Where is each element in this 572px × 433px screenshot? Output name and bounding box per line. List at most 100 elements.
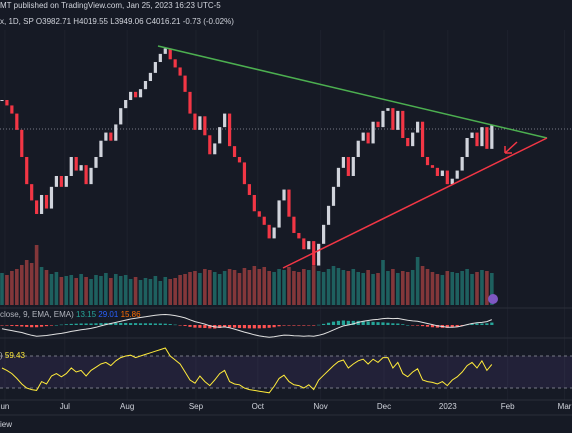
volume-bar <box>460 271 464 305</box>
trend-line <box>282 137 548 269</box>
candle <box>143 81 148 90</box>
alert-icon[interactable] <box>488 294 498 304</box>
open: O3982.71 <box>36 17 72 26</box>
candle <box>480 127 484 147</box>
macd-histogram <box>282 325 286 326</box>
rsi-readout: 59.43 <box>5 351 26 360</box>
volume-bar <box>173 278 177 305</box>
macd-histogram <box>287 325 291 326</box>
x-tick-label: Sep <box>189 402 204 411</box>
volume-bar <box>64 276 69 305</box>
macd-histogram <box>89 323 93 325</box>
candle <box>317 243 321 266</box>
volume-bar <box>29 263 34 305</box>
volume-bar <box>109 278 113 305</box>
candle <box>44 194 49 209</box>
candle <box>302 238 306 250</box>
volume-bar <box>470 274 474 305</box>
macd-histogram <box>445 325 449 328</box>
candle <box>435 167 440 176</box>
volume-bar <box>79 274 83 305</box>
candle <box>242 162 247 185</box>
candle <box>396 110 400 130</box>
candle <box>232 146 237 157</box>
volume-bar <box>391 269 395 305</box>
candle <box>0 100 4 102</box>
candle <box>376 121 380 128</box>
macd-histogram <box>425 325 430 327</box>
macd-histogram <box>312 325 316 326</box>
candle <box>356 140 360 157</box>
volume-bar <box>257 269 262 305</box>
macd-histogram <box>366 321 370 325</box>
x-tick-label: Feb <box>501 402 515 411</box>
candle <box>307 241 311 250</box>
candle <box>366 132 370 144</box>
rsi-label: ) <box>0 351 3 360</box>
candle <box>49 186 54 209</box>
x-tick-label: Jul <box>60 402 70 411</box>
macd-histogram <box>391 323 395 325</box>
volume-bar <box>450 272 455 305</box>
volume-bar <box>361 273 365 305</box>
candle <box>109 132 113 141</box>
candle <box>416 121 420 133</box>
macd-histogram <box>307 325 311 326</box>
candle <box>297 232 301 239</box>
candle <box>227 113 232 147</box>
x-tick-label: Dec <box>377 402 391 411</box>
macd-histogram <box>346 320 350 325</box>
candle <box>287 189 291 217</box>
candle <box>406 138 410 147</box>
candle <box>326 205 331 225</box>
macd-histogram <box>99 323 103 325</box>
volume-bar <box>252 266 257 305</box>
volume-bar <box>227 269 232 305</box>
macd-histogram <box>59 324 63 326</box>
volume-bar <box>89 279 93 305</box>
volume-bar <box>198 273 202 305</box>
volume-pane <box>0 245 494 305</box>
macd-histogram <box>64 324 68 325</box>
candle <box>124 100 128 109</box>
macd-histogram <box>208 325 212 329</box>
candle <box>5 100 9 106</box>
volume-bar <box>415 257 420 305</box>
volume-bar <box>247 270 252 305</box>
volume-bar <box>326 269 331 305</box>
symbol: x, 1D, SP <box>0 17 34 26</box>
volume-bar <box>282 270 286 305</box>
candle <box>173 59 177 68</box>
volume-bar <box>366 270 370 305</box>
candle <box>39 194 44 214</box>
candle <box>99 140 103 157</box>
volume-bar <box>19 265 24 305</box>
macd-histogram <box>411 325 415 326</box>
volume-bar <box>153 276 158 305</box>
volume-bar <box>24 260 29 305</box>
low: L3949.06 <box>110 17 144 26</box>
macd-histogram <box>480 323 484 325</box>
macd-histogram <box>49 325 54 326</box>
volume-bar <box>178 275 182 305</box>
candle <box>74 156 78 171</box>
volume-bar <box>128 279 133 305</box>
volume-bar <box>123 275 128 305</box>
volume-bar <box>356 272 361 305</box>
macd-readout: 29.01 <box>98 310 119 319</box>
footer-text: iew <box>0 420 12 429</box>
macd-readout: 13.15 <box>76 310 97 319</box>
macd-histogram <box>30 325 34 328</box>
volume-bar <box>242 268 247 305</box>
candle <box>430 165 435 168</box>
candle <box>475 132 479 147</box>
candle <box>361 132 365 141</box>
macd-histogram <box>322 323 326 325</box>
candle <box>129 91 133 101</box>
candle <box>163 48 167 54</box>
macd-histogram <box>227 325 232 328</box>
volume-bar <box>292 271 296 305</box>
volume-bar <box>396 273 400 305</box>
